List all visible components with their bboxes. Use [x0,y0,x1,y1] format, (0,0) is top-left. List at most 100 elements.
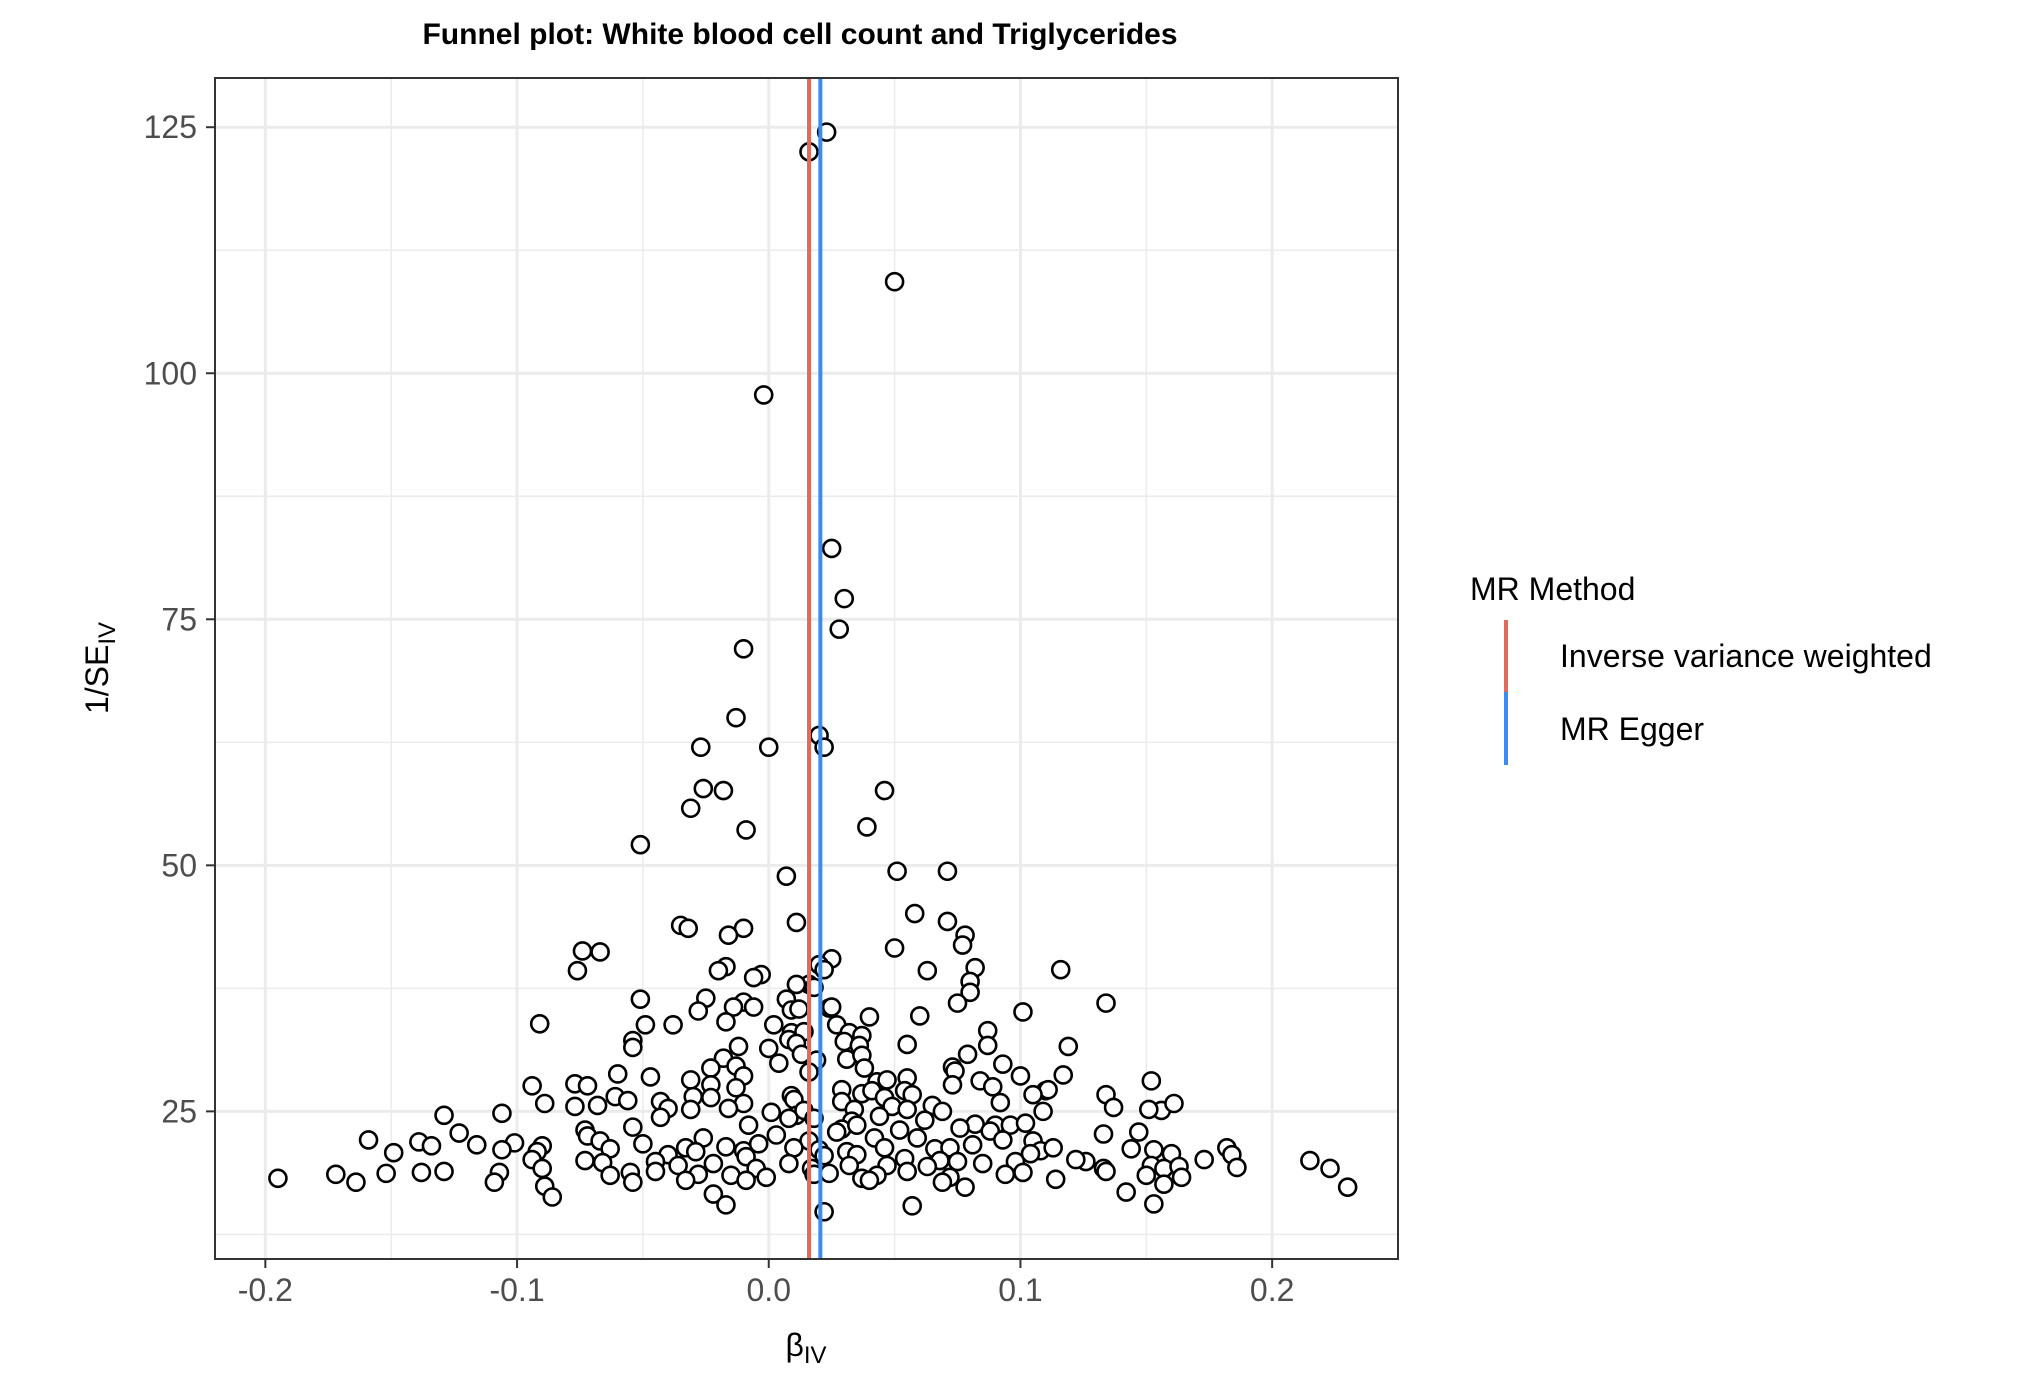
data-point [1136,1165,1157,1186]
data-point [685,1141,706,1162]
data-point [492,1103,512,1124]
data-point [529,1013,550,1034]
data-point [814,959,834,980]
data-point [937,911,958,932]
data-point [411,1162,432,1183]
data-point [668,1155,688,1176]
data-point [534,1093,555,1114]
data-point [786,912,807,933]
data-point [761,1102,782,1123]
data-point [1171,1167,1192,1188]
data-point [942,1075,963,1095]
data-point [952,935,973,955]
data-point [1033,1101,1053,1122]
data-point [617,1090,638,1111]
plot-panel [214,77,1399,1260]
data-point [743,997,764,1017]
x-axis-title-subscript: IV [804,1342,827,1369]
data-point [819,1163,839,1184]
data-point [937,861,958,882]
data-point [575,1150,595,1171]
data-point [1164,1093,1184,1114]
data-point [909,1006,930,1026]
data-point [522,1075,542,1096]
data-point [814,1201,834,1222]
data-point [1096,1161,1116,1182]
data-point [680,1070,701,1090]
data-point [1013,1162,1033,1183]
data-point [758,1038,779,1059]
data-point [728,1036,749,1057]
y-axis-title: 1/SEIV [79,622,121,714]
data-point [645,1161,666,1182]
legend: MR Method Inverse variance weighted MR E… [1470,571,1932,765]
data-point [421,1136,442,1156]
data-point [630,834,651,855]
scatter-points [268,122,1358,1222]
data-point [630,989,651,1009]
data-point [769,1053,789,1073]
data-point [492,1139,512,1160]
data-point [701,1087,721,1108]
data-point [703,1184,724,1204]
data-point [1139,1099,1159,1120]
y-axis-title-subscript: IV [94,622,121,645]
data-point [982,1076,1003,1097]
data-point [859,1170,880,1191]
data-point [1010,1066,1031,1086]
data-point [1053,1065,1074,1085]
data-point [1015,1113,1036,1133]
data-point [326,1164,346,1185]
data-point [917,1156,938,1177]
data-point [1121,1138,1141,1159]
data-point [688,1001,709,1021]
data-point [889,1120,910,1140]
data-point [1300,1150,1320,1171]
data-point [690,737,711,758]
data-point [957,1044,978,1065]
data-point [542,1187,563,1207]
legend-title: MR Method [1470,571,1635,607]
data-point [268,1168,288,1189]
legend-label-ivw: Inverse variance weighted [1560,638,1932,674]
data-point [449,1123,469,1143]
data-point [1058,1036,1079,1057]
data-point [1020,1143,1041,1164]
data-point [738,1115,759,1135]
data-point [1103,1097,1124,1118]
data-point [854,1058,875,1078]
data-point [932,1101,953,1122]
grid-lines [215,78,1398,1259]
panel-border [214,77,1399,1260]
data-point [587,1095,608,1116]
data-point [701,1058,721,1078]
data-point [839,1155,860,1176]
data-point [572,941,593,961]
data-point [877,1070,897,1090]
data-point [884,938,905,958]
y-tick-label: 125 [144,109,197,145]
data-point [947,993,968,1013]
data-point [1066,1149,1086,1170]
data-point [623,1172,643,1193]
data-point [789,999,809,1019]
data-point [897,1161,917,1182]
data-point [902,1196,923,1216]
x-axis: -0.2 -0.1 0.0 0.1 0.2 [238,1259,1294,1308]
data-point [723,997,744,1017]
data-point [897,1099,917,1120]
data-point [1320,1158,1340,1179]
data-point [623,1037,643,1058]
data-point [995,1164,1016,1185]
data-point [675,1170,696,1191]
x-tick-label: -0.2 [238,1272,293,1308]
data-point [753,385,774,405]
data-point [821,997,842,1017]
x-tick-label: 0.0 [747,1272,791,1308]
data-point [1128,1122,1149,1142]
data-point [1144,1139,1164,1160]
data-point [376,1163,396,1184]
chart-title: Funnel plot: White blood cell count and … [422,18,1177,51]
